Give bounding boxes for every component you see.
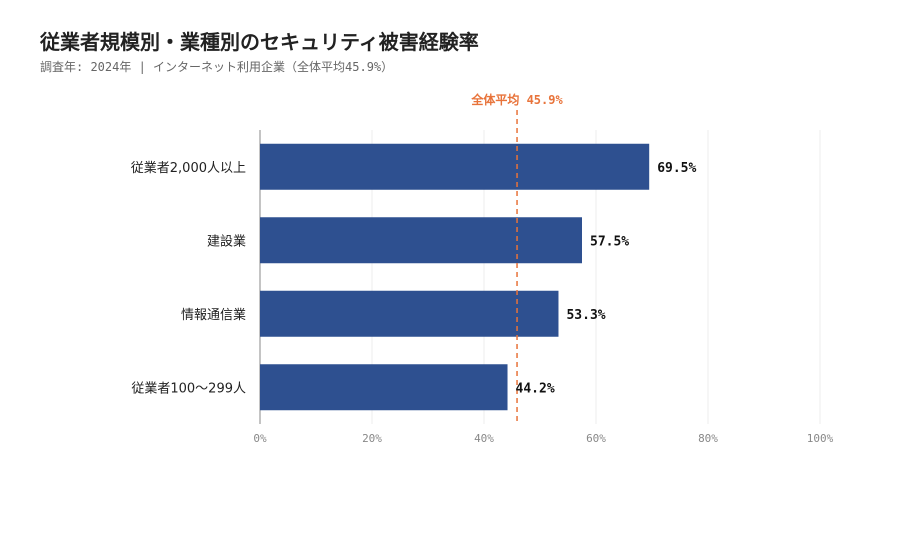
value-label: 57.5%	[590, 234, 629, 249]
value-label: 53.3%	[566, 308, 605, 323]
value-label: 69.5%	[657, 161, 696, 176]
x-tick-label: 80%	[698, 432, 718, 445]
chart-title: 従業者規模別・業種別のセキュリティ被害経験率	[40, 30, 479, 54]
bars	[260, 143, 650, 411]
x-tick-label: 40%	[474, 432, 494, 445]
bar	[260, 217, 582, 264]
x-tick-label: 60%	[586, 432, 606, 445]
category-label: 従業者100～299人	[131, 380, 246, 396]
bar	[260, 290, 559, 337]
category-label: 建設業	[207, 233, 246, 249]
average-label: 全体平均 45.9%	[470, 92, 563, 107]
labels: 0% 20% 40% 60% 80% 100% 従業者2,000人以上 69.5% 建設業 57.…	[131, 92, 834, 445]
category-label: 情報通信業	[181, 307, 246, 323]
chart-subtitle: 調査年: 2024年 | インターネット利用企業（全体平均45.9%）	[40, 60, 394, 74]
x-tick-label: 0%	[253, 432, 267, 445]
value-label: 44.2%	[516, 381, 555, 396]
category-label: 従業者2,000人以上	[131, 160, 246, 176]
bar	[260, 143, 650, 190]
bar	[260, 364, 508, 411]
x-tick-label: 20%	[362, 432, 382, 445]
x-tick-label: 100%	[807, 432, 834, 445]
